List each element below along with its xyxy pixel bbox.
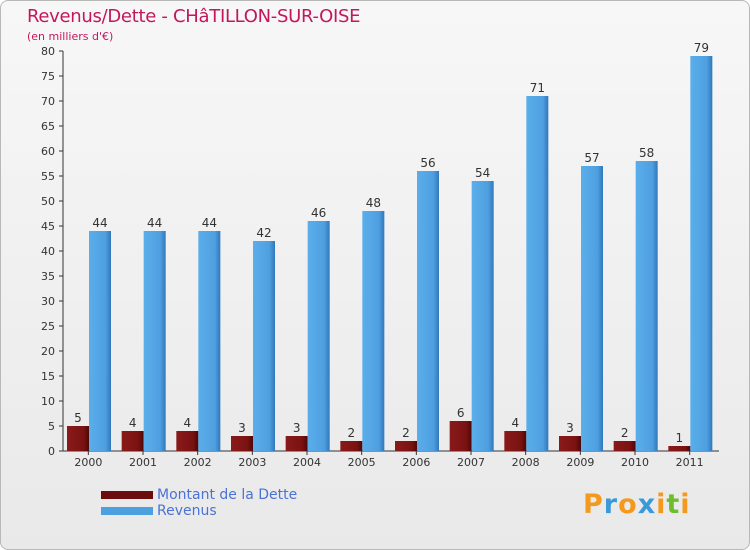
x-tick-label: 2009 [566, 456, 594, 469]
data-label-dette: 2 [348, 426, 356, 440]
bar-revenus [143, 231, 166, 451]
proxiti-logo: Proxiti [583, 489, 691, 520]
y-tick-label: 75 [41, 70, 55, 83]
bar-dette [613, 441, 636, 451]
bar-revenus [362, 211, 385, 451]
data-label-revenus: 58 [639, 146, 654, 160]
data-label-dette: 2 [621, 426, 629, 440]
bar-dette [176, 431, 199, 451]
y-tick-label: 80 [41, 45, 55, 58]
bar-dette [121, 431, 144, 451]
legend-label-revenus: Revenus [157, 503, 217, 519]
logo-letter: o [618, 489, 638, 520]
x-tick-label: 2010 [621, 456, 649, 469]
y-tick-label: 5 [48, 420, 55, 433]
bar-revenus [581, 166, 603, 451]
data-label-revenus: 46 [311, 206, 326, 220]
logo-letter: i [656, 489, 667, 520]
y-tick-label: 0 [48, 445, 55, 458]
y-tick-label: 35 [41, 270, 55, 283]
logo-letter: x [637, 489, 657, 520]
y-tick-label: 25 [41, 320, 55, 333]
y-tick-label: 40 [41, 245, 55, 258]
y-tick-label: 45 [41, 220, 55, 233]
data-label-revenus: 79 [694, 41, 709, 55]
bar-dette [285, 436, 308, 451]
data-label-revenus: 44 [202, 216, 217, 230]
y-tick-label: 20 [41, 345, 55, 358]
chart-subtitle: (en milliers d'€) [27, 30, 114, 43]
x-tick-label: 2011 [676, 456, 704, 469]
x-tick-label: 2002 [184, 456, 212, 469]
y-tick-label: 10 [41, 395, 55, 408]
data-label-dette: 4 [184, 416, 192, 430]
legend-item-dette: Montant de la Dette [101, 487, 297, 503]
bar-dette [67, 426, 89, 451]
bar-revenus [417, 171, 439, 451]
data-label-revenus: 57 [584, 151, 599, 165]
data-label-revenus: 48 [366, 196, 381, 210]
data-label-dette: 2 [402, 426, 410, 440]
x-tick-label: 2001 [129, 456, 157, 469]
data-label-revenus: 71 [530, 81, 545, 95]
x-tick-label: 2006 [402, 456, 430, 469]
bar-dette [559, 436, 581, 451]
data-label-dette: 3 [293, 421, 301, 435]
data-label-dette: 3 [238, 421, 246, 435]
y-tick-label: 30 [41, 295, 55, 308]
x-tick-label: 2007 [457, 456, 485, 469]
data-label-dette: 3 [566, 421, 574, 435]
x-tick-label: 2003 [238, 456, 266, 469]
data-label-dette: 5 [74, 411, 82, 425]
data-label-revenus: 44 [147, 216, 162, 230]
legend-item-revenus: Revenus [101, 503, 297, 519]
logo-letter: P [583, 489, 604, 520]
data-label-dette: 1 [676, 431, 684, 445]
y-tick-label: 50 [41, 195, 55, 208]
logo-letter: r [603, 489, 619, 520]
legend-swatch-dette [101, 491, 153, 499]
data-label-revenus: 54 [475, 166, 490, 180]
x-tick-label: 2005 [348, 456, 376, 469]
x-tick-label: 2000 [74, 456, 102, 469]
bar-dette [340, 441, 363, 451]
data-label-revenus: 42 [256, 226, 271, 240]
y-tick-label: 15 [41, 370, 55, 383]
bar-revenus [198, 231, 221, 451]
data-label-revenus: 44 [92, 216, 107, 230]
legend-label-dette: Montant de la Dette [157, 487, 298, 503]
bar-dette [395, 441, 417, 451]
bar-dette [231, 436, 253, 451]
bar-revenus [307, 221, 330, 451]
data-label-dette: 4 [512, 416, 520, 430]
logo-letter: i [680, 489, 691, 520]
bar-revenus [635, 161, 658, 451]
bar-revenus [690, 56, 713, 451]
y-tick-label: 60 [41, 145, 55, 158]
chart-title: Revenus/Dette - CHâTILLON-SUR-OISE [27, 6, 361, 27]
bar-revenus [526, 96, 549, 451]
y-tick-label: 65 [41, 120, 55, 133]
bar-revenus [89, 231, 111, 451]
bar-revenus [253, 241, 275, 451]
bar-dette [668, 446, 691, 451]
bar-dette [504, 431, 527, 451]
x-tick-label: 2004 [293, 456, 321, 469]
legend-swatch-revenus [101, 507, 153, 515]
legend: Montant de la Dette Revenus [101, 487, 297, 519]
y-tick-label: 55 [41, 170, 55, 183]
data-label-dette: 4 [129, 416, 137, 430]
bar-dette [449, 421, 472, 451]
y-tick-label: 70 [41, 95, 55, 108]
data-label-dette: 6 [457, 406, 465, 420]
x-tick-label: 2008 [512, 456, 540, 469]
logo-letter: t [666, 489, 681, 520]
bar-revenus [471, 181, 494, 451]
data-label-revenus: 56 [420, 156, 435, 170]
